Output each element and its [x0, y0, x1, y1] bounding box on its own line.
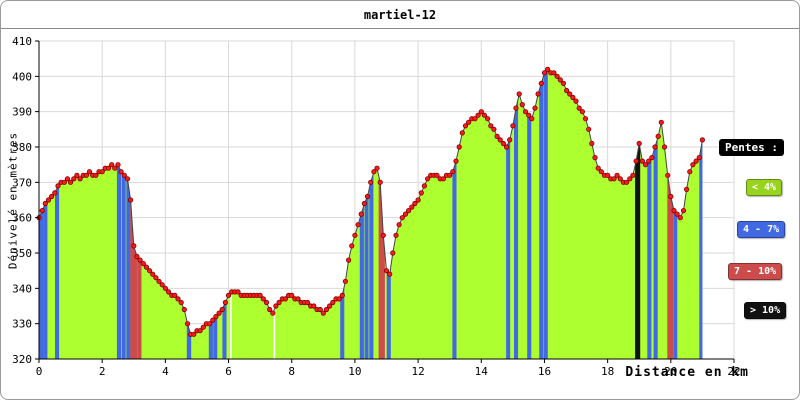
svg-text:16: 16: [538, 365, 551, 378]
slope-bar: [667, 69, 673, 359]
x-axis-title: Distance en km: [625, 365, 749, 380]
elevation-points: [36, 66, 706, 337]
slope-bar: [364, 69, 369, 359]
slope-bar: [126, 69, 131, 359]
svg-text:4: 4: [162, 365, 169, 378]
svg-text:14: 14: [475, 365, 489, 378]
svg-text:2: 2: [99, 365, 106, 378]
slope-bar: [186, 69, 192, 359]
y-axis-title: Dénivelé en mètres: [6, 131, 20, 270]
slope-bar: [137, 69, 142, 359]
y-tick-labels: 320 330 340 350 360 370 380 390 400 410: [12, 35, 32, 366]
slope-bar: [359, 69, 364, 359]
svg-text:6: 6: [225, 365, 232, 378]
svg-text:12: 12: [411, 365, 424, 378]
slope-bar: [39, 69, 44, 359]
chart-title: martiel-12: [363, 7, 437, 22]
svg-text:340: 340: [12, 282, 32, 295]
slope-bar: [452, 69, 457, 359]
svg-text:0: 0: [36, 365, 43, 378]
svg-text:350: 350: [12, 247, 32, 260]
svg-text:410: 410: [12, 35, 32, 48]
legend-header: Pentes :: [719, 139, 784, 156]
slope-bar: [55, 69, 60, 359]
svg-text:18: 18: [601, 365, 614, 378]
slope-bar: [369, 69, 374, 359]
legend-item-4-7: 4 - 7%: [737, 221, 786, 238]
svg-text:10: 10: [348, 365, 361, 378]
title-bar: martiel-12: [1, 1, 799, 29]
axes: [35, 40, 735, 363]
slope-bar: [213, 69, 218, 359]
legend-item-7-10: 7 - 10%: [728, 263, 783, 280]
svg-text:22: 22: [727, 365, 740, 378]
slope-bar: [43, 69, 48, 359]
profile-gap: [230, 69, 232, 359]
slope-bar: [116, 69, 121, 359]
slope-bar: [340, 69, 345, 359]
slope-bar: [543, 69, 548, 359]
slope-bar: [702, 69, 703, 359]
slope-bar: [653, 69, 658, 359]
svg-text:390: 390: [12, 106, 32, 119]
slope-bar: [386, 69, 391, 359]
slope-bar: [378, 69, 385, 359]
slope-bar: [208, 69, 213, 359]
legend-item-gt10: > 10%: [744, 302, 787, 319]
svg-text:380: 380: [12, 141, 32, 154]
slope-bar: [539, 69, 544, 359]
slope-bar: [121, 69, 126, 359]
slope-bar: [699, 69, 703, 359]
x-tick-labels: 0 2 4 6 8 10 12 14 16 18 20 22: [36, 365, 741, 378]
svg-text:370: 370: [12, 176, 32, 189]
svg-text:320: 320: [12, 353, 32, 366]
svg-text:20: 20: [664, 365, 677, 378]
slope-bar: [673, 69, 678, 359]
svg-text:400: 400: [12, 70, 32, 83]
slope-bar: [506, 69, 511, 359]
slope-bar: [647, 69, 652, 359]
svg-text:8: 8: [288, 365, 295, 378]
legend-item-lt4: < 4%: [746, 179, 783, 196]
svg-text:330: 330: [12, 318, 32, 331]
svg-text:360: 360: [12, 212, 32, 225]
slope-bar: [514, 69, 519, 359]
slope-bar: [527, 69, 532, 359]
slope-bar: [635, 69, 641, 359]
